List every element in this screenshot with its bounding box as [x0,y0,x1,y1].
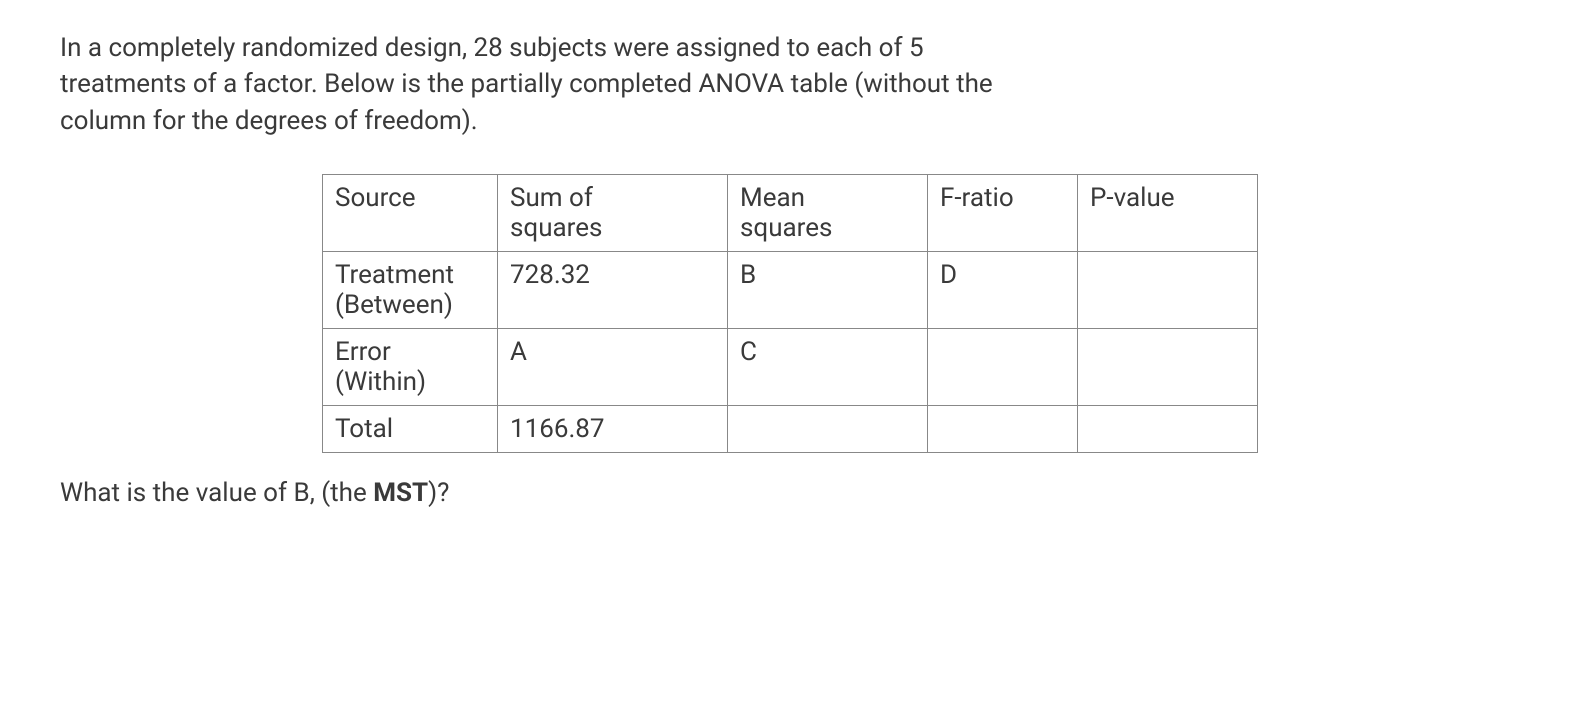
treatment-ss: 728.32 [498,252,728,329]
problem-intro: In a completely randomized design, 28 su… [60,30,1360,139]
table-row-treatment: Treatment (Between) 728.32 B D [323,252,1258,329]
treatment-ms: B [728,252,928,329]
intro-line-2: treatments of a factor. Below is the par… [60,69,993,99]
anova-table: Source Sum of squares Mean squares F-rat… [322,174,1258,453]
intro-line-1: In a completely randomized design, 28 su… [60,33,924,63]
question-bold: MST [373,478,428,508]
header-p-value: P-value [1078,175,1258,252]
total-f [928,406,1078,453]
header-f-ratio: F-ratio [928,175,1078,252]
treatment-label: Treatment (Between) [323,252,498,329]
total-ss: 1166.87 [498,406,728,453]
header-sum-of-squares: Sum of squares [498,175,728,252]
header-mean-squares: Mean squares [728,175,928,252]
question-prefix: What is the value of B, (the [60,478,373,508]
total-label: Total [323,406,498,453]
intro-line-3: column for the degrees of freedom). [60,106,478,136]
table-row-error: Error (Within) A C [323,329,1258,406]
total-p [1078,406,1258,453]
question-suffix: )? [428,478,449,508]
treatment-p [1078,252,1258,329]
treatment-f: D [928,252,1078,329]
header-source: Source [323,175,498,252]
error-ss: A [498,329,728,406]
table-row-total: Total 1166.87 [323,406,1258,453]
table-header-row: Source Sum of squares Mean squares F-rat… [323,175,1258,252]
error-f [928,329,1078,406]
error-label: Error (Within) [323,329,498,406]
error-p [1078,329,1258,406]
error-ms: C [728,329,928,406]
total-ms [728,406,928,453]
question-text: What is the value of B, (the MST)? [60,478,1520,508]
anova-table-wrapper: Source Sum of squares Mean squares F-rat… [60,174,1520,453]
